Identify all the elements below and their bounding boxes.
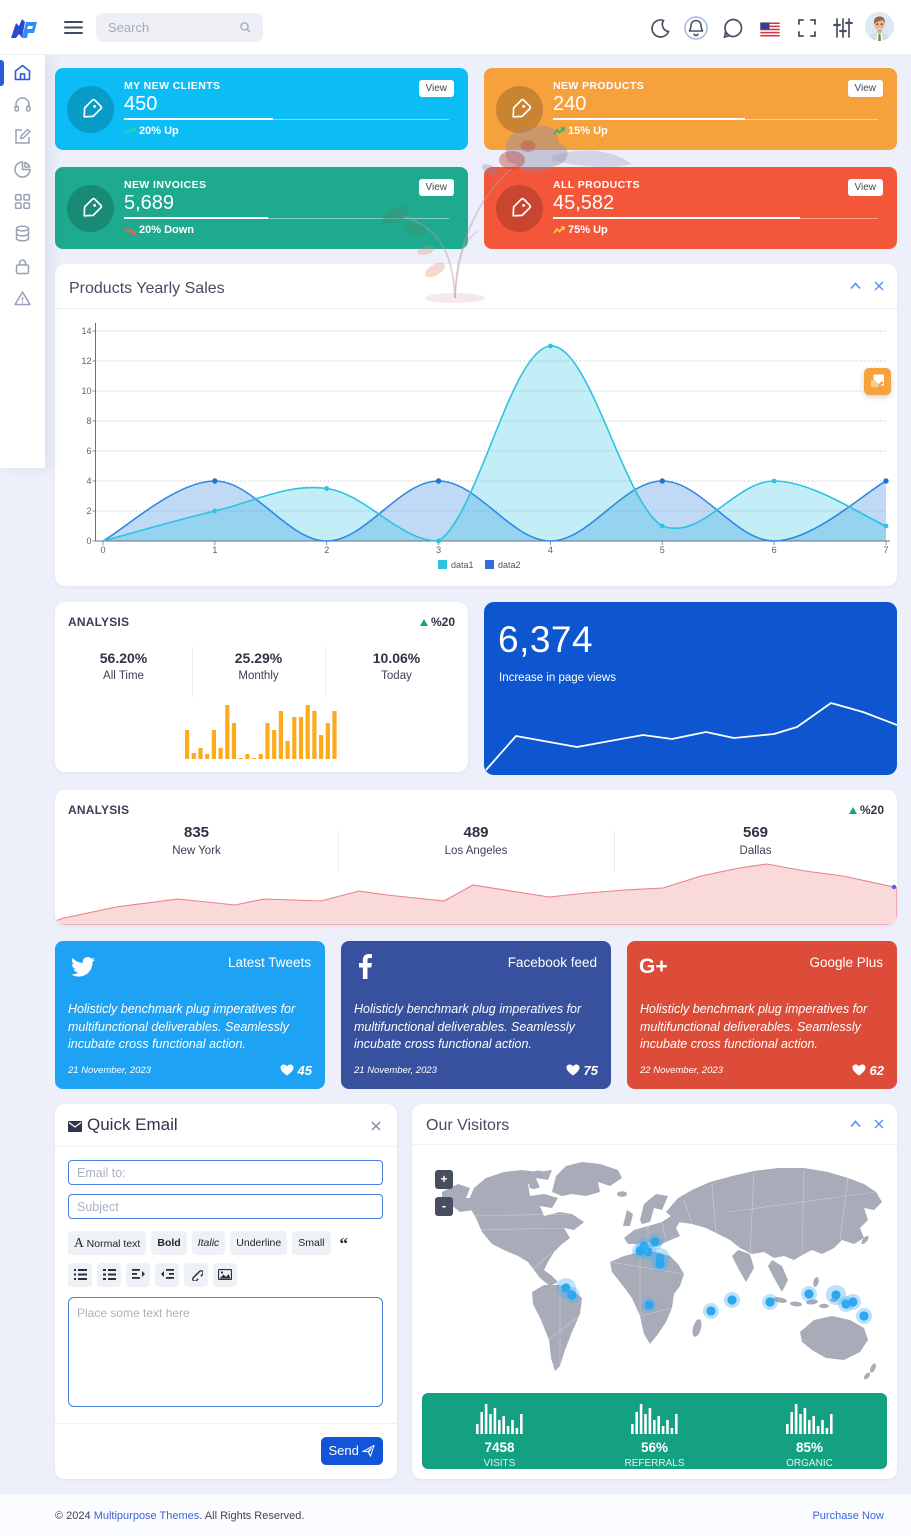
svg-text:2: 2	[86, 506, 91, 516]
svg-text:8: 8	[86, 416, 91, 426]
svg-text:7: 7	[883, 545, 888, 555]
svg-text:0: 0	[86, 536, 91, 546]
svg-text:3: 3	[436, 545, 441, 555]
svg-text:12: 12	[81, 356, 91, 366]
svg-text:0: 0	[100, 545, 105, 555]
svg-text:data1: data1	[451, 560, 474, 570]
svg-text:6: 6	[86, 446, 91, 456]
svg-text:10: 10	[81, 386, 91, 396]
svg-text:2: 2	[324, 545, 329, 555]
svg-text:6: 6	[772, 545, 777, 555]
svg-text:4: 4	[548, 545, 553, 555]
svg-text:1: 1	[212, 545, 217, 555]
svg-text:data2: data2	[498, 560, 521, 570]
svg-text:14: 14	[81, 326, 91, 336]
svg-text:4: 4	[86, 476, 91, 486]
svg-text:5: 5	[660, 545, 665, 555]
